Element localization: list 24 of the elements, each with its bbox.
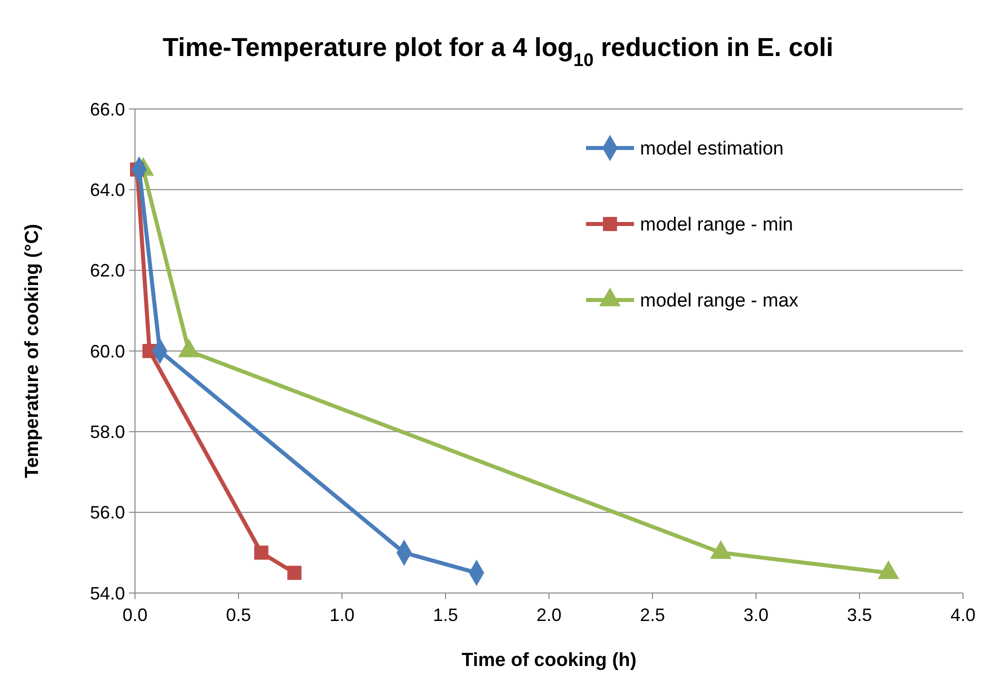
x-tick-label: 2.0 (536, 605, 562, 625)
x-tick-label: 1.0 (329, 605, 355, 625)
legend-label: model range - min (640, 214, 794, 236)
y-axis-title: Temperature of cooking (°C) (22, 224, 43, 478)
x-axis-title: Time of cooking (h) (462, 650, 636, 671)
x-tick-label: 3.5 (846, 605, 872, 625)
y-tick-label: 54.0 (90, 583, 125, 604)
x-tick-label: 2.5 (640, 605, 666, 625)
y-tick-label: 56.0 (90, 502, 125, 523)
y-tick-label: 62.0 (90, 260, 125, 281)
x-tick-label: 1.5 (432, 605, 458, 625)
point (287, 566, 302, 580)
y-tick-label: 64.0 (90, 180, 125, 200)
legend-label: model range - max (640, 290, 799, 312)
x-tick-label: 0.5 (226, 605, 252, 625)
x-tick-label: 3.0 (743, 605, 769, 625)
chart-title: Time-Temperature plot for a 4 log$_{10}$ reduction in E. coli (162, 32, 834, 70)
x-tick-label: 4.0 (950, 605, 976, 625)
point (254, 546, 268, 560)
y-tick-label: 60.0 (90, 341, 125, 362)
legend-label: model estimation (640, 138, 784, 160)
y-tick-label: 58.0 (90, 422, 125, 442)
y-tick-label: 66.0 (90, 99, 125, 120)
x-tick-label: 0.0 (122, 605, 148, 625)
